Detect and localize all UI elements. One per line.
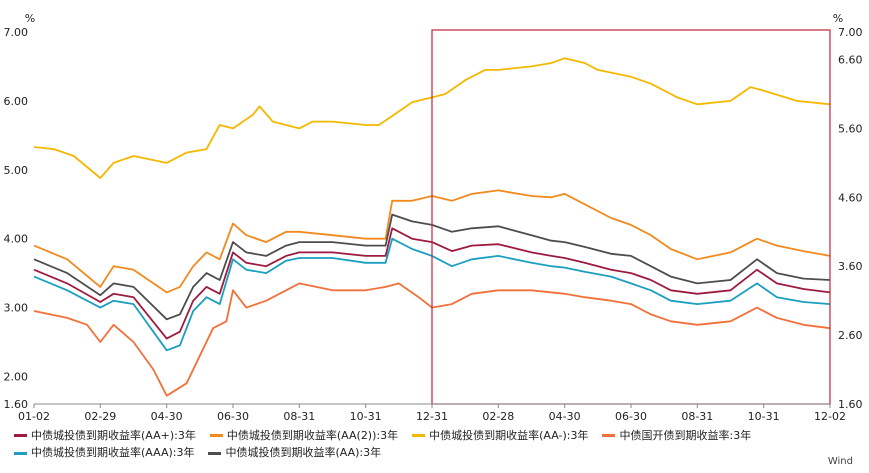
right-y-tick-label: 1.60: [838, 398, 863, 411]
legend-item: 中债城投债到期收益率(AA-):3年: [412, 428, 588, 444]
x-axis: 01-02 02-29 04-30 06-30 08-31 10-31 12-31 02-28…: [18, 404, 846, 423]
right-y-tick-label: 7.00: [838, 26, 863, 39]
x-tick-label: 02-29: [84, 410, 116, 423]
left-y-tick-label: 7.00: [4, 26, 29, 39]
legend-swatch: [14, 451, 27, 455]
series-line: [33, 57, 831, 179]
legend-label: 中债城投债到期收益率(AAA):3年: [31, 446, 195, 459]
legend-item: 中债城投债到期收益率(AA(2)):3年: [209, 428, 399, 444]
legend-label: 中债城投债到期收益率(AA(2)):3年: [226, 428, 399, 442]
left-y-tick-label: 5.00: [4, 164, 29, 177]
series-line: [33, 227, 831, 340]
right-y-axis: 1.60 2.60 3.60 4.60 5.60 6.60 7.00: [838, 26, 863, 411]
x-tick-label: 08-31: [681, 410, 713, 423]
right-y-tick-label: 2.60: [838, 329, 863, 342]
x-tick-label: 10-31: [748, 410, 780, 423]
series-line: [33, 282, 831, 397]
right-y-tick-label: 3.60: [838, 260, 863, 273]
legend-item: 中债城投债到期收益率(AA+):3年: [14, 428, 196, 444]
legend-swatch: [208, 451, 222, 455]
legend-item: 中债国开债到期收益率:3年: [602, 428, 751, 444]
series-line: [33, 237, 831, 352]
x-tick-label: 12-31: [416, 410, 448, 423]
x-tick-label: 04-30: [549, 410, 581, 423]
x-tick-label: 01-02: [18, 410, 50, 423]
right-y-tick-label: 5.60: [838, 122, 863, 135]
legend-swatch: [412, 434, 426, 437]
yield-line-chart: % % 1.60 2.00 3.00 4.00 5.00 6.00 7.00 1.60 2.6…: [4, 12, 863, 423]
highlight-box: [431, 29, 831, 405]
right-y-tick-label: 4.60: [838, 191, 863, 204]
source-label: Wind: [827, 456, 853, 467]
x-tick-label: 12-02: [814, 410, 846, 423]
chart-legend: 中债城投债到期收益率(AA+):3年 中债城投债到期收益率(AA(2)):3年 中债…: [14, 426, 859, 461]
x-tick-label: 06-30: [615, 410, 647, 423]
right-y-tick-label: 6.60: [838, 54, 863, 67]
legend-label: 中债国开债到期收益率:3年: [619, 428, 752, 442]
legend-swatch: [209, 434, 223, 437]
x-tick-label: 04-30: [151, 410, 183, 423]
left-axis-unit: %: [25, 12, 35, 25]
legend-label: 中债城投债到期收益率(AA):3年: [225, 446, 382, 459]
right-axis-unit: %: [833, 12, 843, 25]
left-y-tick-label: 2.00: [4, 370, 29, 383]
legend-item: 中债城投债到期收益率(AAA):3年: [14, 445, 194, 461]
legend-item: 中债城投债到期收益率(AA):3年: [208, 445, 381, 461]
left-y-tick-label: 1.60: [4, 398, 29, 411]
left-y-axis: 1.60 2.00 3.00 4.00 5.00 6.00 7.00: [4, 26, 29, 411]
x-tick-label: 10-31: [350, 410, 382, 423]
left-y-tick-label: 3.00: [4, 302, 29, 315]
series-line: [33, 189, 831, 294]
series-line: [33, 213, 831, 321]
left-y-tick-label: 4.00: [4, 233, 29, 246]
x-tick-label: 06-30: [217, 410, 249, 423]
legend-swatch: [14, 434, 27, 437]
x-tick-label: 02-28: [482, 410, 514, 423]
series-layer: [33, 57, 831, 397]
x-tick-label: 08-31: [283, 410, 315, 423]
legend-label: 中债城投债到期收益率(AA+):3年: [31, 428, 196, 442]
legend-swatch: [602, 434, 616, 437]
left-y-tick-label: 6.00: [4, 95, 29, 108]
legend-label: 中债城投债到期收益率(AA-):3年: [429, 428, 589, 442]
